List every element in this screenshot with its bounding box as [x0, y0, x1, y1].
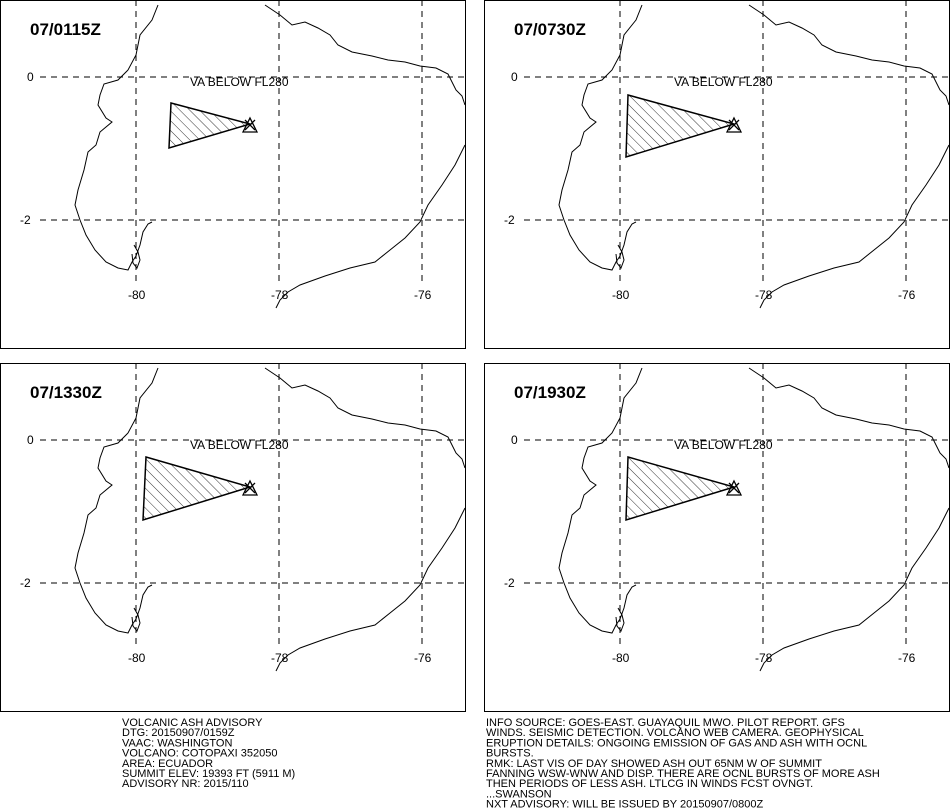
panel-border: [0, 0, 466, 349]
longitude-label: -76: [898, 288, 916, 302]
advisory-line: ADVISORY NR: 2015/110: [122, 778, 249, 790]
advisory-line: DTG: 20150907/0159Z: [122, 727, 235, 739]
longitude-label: -78: [755, 288, 773, 302]
latitude-label: -2: [504, 213, 515, 227]
map-panel: 0 -2 -80 -78 -76 07/0730Z VA BELOW FL280: [484, 0, 950, 349]
ash-area: [625, 456, 737, 522]
latitude-label: 0: [27, 70, 34, 84]
ash-annotation: VA BELOW FL280: [190, 75, 289, 89]
longitude-label: -76: [414, 651, 432, 665]
advisory-line: VOLCANIC ASH ADVISORY: [122, 717, 263, 729]
advisory-line: VAAC: WASHINGTON: [122, 737, 232, 749]
latitude-label: 0: [511, 433, 518, 447]
coastline: [759, 144, 950, 309]
advisory-line: AREA: ECUADOR: [122, 758, 213, 770]
longitude-label: -78: [271, 288, 289, 302]
latitude-label: -2: [20, 213, 31, 227]
map-panel: 0 -2 -80 -78 -76 07/0115Z VA BELOW FL280: [0, 0, 466, 349]
volcano-eruption-mark: [728, 482, 740, 494]
coastline: [131, 607, 141, 632]
coastline: [131, 244, 141, 269]
advisory-line: NXT ADVISORY: WILL BE ISSUED BY 20150907…: [486, 799, 763, 811]
coastline: [748, 367, 950, 469]
volcano-eruption-mark: [244, 119, 256, 131]
volcano-eruption-mark: [244, 482, 256, 494]
latitude-label: -2: [20, 576, 31, 590]
advisory-line: WINDS. SEISMIC DETECTION. VOLCANO WEB CA…: [486, 727, 864, 739]
volcano-eruption-mark: [728, 119, 740, 131]
advisory-line: THEN PERIODS OF LESS ASH. LTLCG IN WINDS…: [486, 778, 813, 790]
longitude-label: -78: [271, 651, 289, 665]
panel-time: 07/0115Z: [30, 20, 101, 39]
longitude-label: -78: [755, 651, 773, 665]
latitude-label: 0: [511, 70, 518, 84]
ash-area: [625, 94, 737, 159]
volcano-symbol: [241, 116, 259, 133]
coastline: [275, 144, 466, 309]
volcano-symbol: [241, 479, 259, 496]
advisory-line: RMK: LAST VIS OF DAY SHOWED ASH OUT 65NM…: [486, 758, 822, 770]
ash-area: [168, 102, 253, 150]
ash-area: [142, 456, 253, 522]
advisory-line: INFO SOURCE: GOES-EAST. GUAYAQUIL MWO. P…: [486, 717, 845, 729]
longitude-label: -76: [898, 651, 916, 665]
advisory-line: ...SWANSON: [486, 788, 552, 800]
map-panel: 0 -2 -80 -78 -76 07/1330Z VA BELOW FL280: [0, 363, 466, 712]
advisory-line: BURSTS.: [486, 748, 534, 760]
coastline: [275, 507, 466, 672]
longitude-label: -80: [612, 288, 630, 302]
map-panel: 0 -2 -80 -78 -76 07/1930Z VA BELOW FL280: [484, 363, 950, 712]
ash-annotation: VA BELOW FL280: [674, 438, 773, 452]
latitude-label: 0: [27, 433, 34, 447]
coastline: [264, 4, 466, 106]
panel-time: 07/1930Z: [514, 383, 586, 402]
panel-time: 07/0730Z: [514, 20, 586, 39]
coastline: [748, 4, 950, 106]
volcano-symbol: [725, 479, 743, 496]
coastline: [615, 607, 625, 632]
coastline: [264, 367, 466, 469]
coastline: [759, 507, 950, 672]
longitude-label: -80: [128, 288, 146, 302]
longitude-label: -76: [414, 288, 432, 302]
panel-time: 07/1330Z: [30, 383, 102, 402]
panel-border: [0, 363, 466, 712]
panel-border: [484, 363, 950, 712]
advisory-line: FANNING WSW-WNW AND DISP. THERE ARE OCNL…: [486, 768, 880, 780]
advisory-line: ERUPTION DETAILS: ONGOING EMISSION OF GA…: [486, 737, 867, 749]
longitude-label: -80: [128, 651, 146, 665]
volcano-symbol: [725, 116, 743, 133]
advisory-line: SUMMIT ELEV: 19393 FT (5911 M): [122, 768, 295, 780]
ash-annotation: VA BELOW FL280: [190, 438, 289, 452]
latitude-label: -2: [504, 576, 515, 590]
longitude-label: -80: [612, 651, 630, 665]
advisory-line: VOLCANO: COTOPAXI 352050: [122, 748, 278, 760]
ash-annotation: VA BELOW FL280: [674, 75, 773, 89]
panel-border: [484, 0, 950, 349]
coastline: [615, 244, 625, 269]
coastline: [74, 4, 159, 271]
